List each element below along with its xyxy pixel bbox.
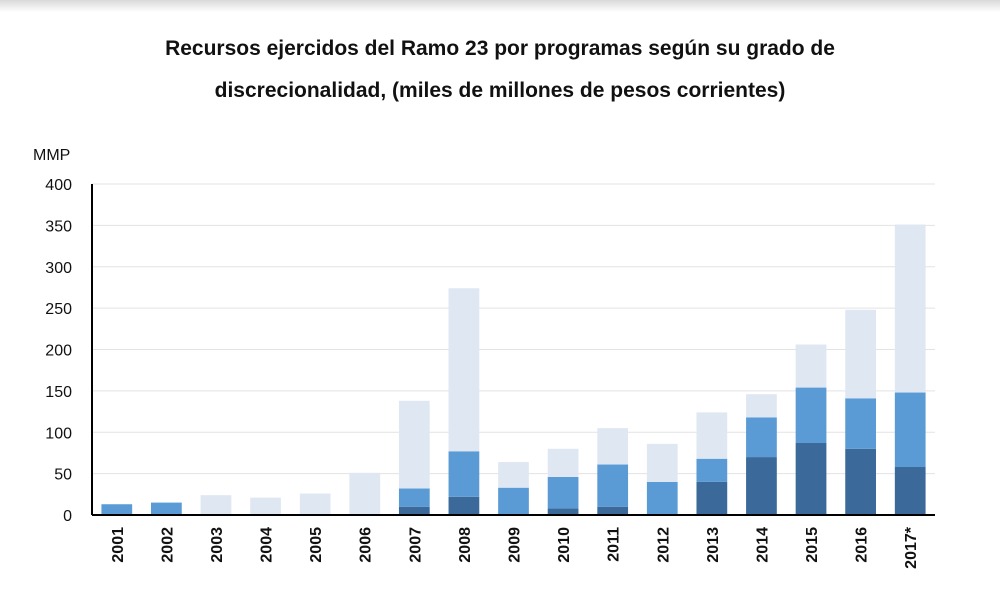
y-tick-label: 50: [54, 467, 72, 484]
bar-segment-3: [498, 462, 529, 488]
bar-segment-2: [547, 476, 579, 509]
bar-segment-1: [795, 443, 827, 515]
bar-segment-3: [597, 428, 629, 465]
x-tick-label: 2016: [854, 527, 871, 563]
bar-segment-1: [597, 506, 629, 515]
bar-segment-2: [696, 458, 728, 482]
bar-segment-3: [696, 412, 728, 459]
y-tick-label: 150: [45, 384, 72, 401]
bar-segment-2: [398, 488, 430, 507]
y-tick-label: 250: [45, 301, 72, 318]
bar-segment-3: [795, 344, 827, 388]
axes: [91, 184, 935, 516]
bar-segment-3: [299, 493, 331, 515]
bar-segment-1: [746, 457, 777, 515]
bar-segment-2: [894, 392, 926, 468]
y-tick-label: 200: [45, 343, 72, 360]
bar-segment-1: [894, 467, 926, 515]
chart-title: Recursos ejercidos del Ramo 23 por progr…: [40, 28, 960, 112]
bar-segment-1: [547, 508, 579, 515]
x-tick-label: 2004: [259, 527, 276, 563]
bar-segment-3: [845, 309, 876, 399]
x-tick-label: 2013: [705, 527, 722, 563]
bar-segment-2: [746, 417, 777, 458]
x-tick-label: 2015: [804, 527, 821, 563]
bars: [101, 224, 926, 515]
x-tick-label: 2002: [159, 527, 176, 563]
x-tick-label: 2005: [308, 527, 325, 563]
bar-segment-2: [151, 502, 182, 515]
x-tick-label: 2011: [606, 527, 623, 562]
bar-segment-2: [646, 481, 678, 515]
y-tick-label: 350: [45, 218, 72, 235]
x-tick-label: 2017*: [903, 526, 920, 569]
bar-segment-2: [597, 464, 629, 507]
tick-labels: 0 50 100 150 200 250 300 350 400 MMP 2001 2002 2003 2…: [33, 147, 920, 569]
y-tick-label: 300: [45, 260, 72, 277]
window-top-shade: [0, 0, 1000, 12]
x-tick-label: 2014: [754, 527, 771, 563]
bar-segment-1: [448, 496, 480, 515]
bar-segment-1: [398, 506, 430, 515]
bar-segment-2: [101, 504, 133, 515]
x-tick-label: 2003: [209, 527, 226, 563]
bar-segment-3: [894, 224, 926, 393]
bar-segment-1: [845, 448, 876, 515]
y-axis-unit-label: MMP: [33, 147, 70, 164]
bar-segment-3: [250, 497, 281, 515]
y-tick-label: 100: [45, 425, 72, 442]
bar-segment-2: [845, 398, 876, 449]
chart-title-line-2: discrecionalidad, (miles de millones de …: [214, 79, 786, 102]
y-tick-label: 0: [63, 508, 72, 525]
y-tick-label: 400: [45, 177, 72, 194]
bar-segment-3: [746, 394, 777, 418]
bar-segment-3: [200, 495, 232, 515]
bar-segment-3: [448, 288, 480, 452]
chart-title-line-1: Recursos ejercidos del Ramo 23 por progr…: [165, 37, 835, 60]
bar-segment-2: [795, 387, 827, 444]
x-tick-label: 2006: [358, 527, 375, 563]
bar-segment-3: [398, 400, 430, 489]
bar-segment-3: [547, 448, 579, 477]
bar-segment-3: [646, 443, 678, 482]
x-tick-label: 2007: [407, 527, 424, 563]
bar-segment-1: [696, 481, 728, 515]
x-tick-label: 2008: [457, 527, 474, 563]
x-tick-label: 2010: [556, 527, 573, 563]
x-tick-label: 2012: [655, 527, 672, 563]
bar-segment-2: [498, 487, 529, 515]
bar-segment-2: [448, 451, 480, 497]
x-tick-label: 2001: [110, 527, 127, 563]
x-tick-label: 2009: [507, 527, 524, 563]
bar-segment-3: [349, 472, 381, 515]
